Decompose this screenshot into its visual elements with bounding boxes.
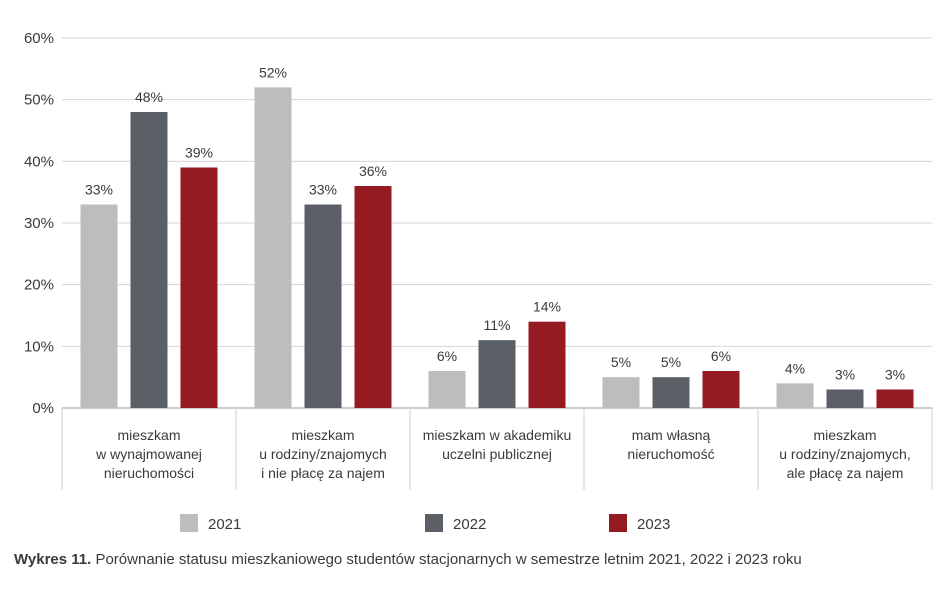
data-label: 36% — [359, 163, 387, 179]
data-label: 33% — [309, 182, 337, 198]
caption-text: Porównanie statusu mieszkaniowego studen… — [91, 551, 802, 568]
data-label: 33% — [85, 182, 113, 198]
data-label: 3% — [835, 367, 855, 383]
category-label-line: mieszkam — [117, 427, 180, 443]
data-label: 52% — [259, 64, 287, 80]
bar — [428, 371, 466, 408]
bar — [478, 340, 516, 408]
legend-label: 2023 — [637, 516, 670, 533]
category-label-line: nieruchomości — [104, 465, 194, 481]
data-label: 3% — [885, 367, 905, 383]
y-tick-label: 40% — [24, 153, 54, 170]
y-tick-label: 20% — [24, 277, 54, 294]
data-label: 6% — [437, 348, 457, 364]
category-label-line: mieszkam w akademiku — [423, 427, 572, 443]
legend-swatch — [609, 514, 627, 532]
category-label-line: ale płacę za najem — [787, 465, 904, 481]
legend-swatch — [180, 514, 198, 532]
y-tick-label: 50% — [24, 92, 54, 109]
data-label: 5% — [611, 354, 631, 370]
bar-chart: 0% 10% 20% 30% 40% 50% 60% 33% 48% 39% mieszkam w w… — [24, 30, 933, 533]
legend-label: 2022 — [453, 516, 486, 533]
y-tick-label: 10% — [24, 338, 54, 355]
category-label-line: nieruchomość — [627, 446, 714, 462]
bar — [80, 204, 118, 408]
data-label: 14% — [533, 299, 561, 315]
bar — [254, 87, 292, 408]
bar — [130, 112, 168, 408]
category-label: mieszkam w wynajmowanej nieruchomości — [95, 427, 202, 481]
category-label-line: i nie płacę za najem — [261, 465, 385, 481]
y-tick-label: 30% — [24, 215, 54, 232]
category-label-line: mieszkam — [813, 427, 876, 443]
data-label: 39% — [185, 145, 213, 161]
bar — [304, 204, 342, 408]
y-tick-label: 60% — [24, 30, 54, 47]
category-label-line: w wynajmowanej — [95, 446, 202, 462]
bar — [528, 321, 566, 408]
bar — [776, 383, 814, 408]
data-label: 6% — [711, 348, 731, 364]
category-label: mieszkam w akademiku uczelni publicznej — [423, 427, 572, 462]
category-label-line: mam własną — [632, 427, 711, 443]
legend-label: 2021 — [208, 516, 241, 533]
legend-swatch — [425, 514, 443, 532]
bar — [602, 377, 640, 408]
category-label-line: mieszkam — [291, 427, 354, 443]
data-label: 48% — [135, 89, 163, 105]
bar — [354, 186, 392, 408]
category-label-line: uczelni publicznej — [442, 446, 552, 462]
data-label: 11% — [484, 317, 511, 333]
data-label: 4% — [785, 360, 805, 376]
data-label: 5% — [661, 354, 681, 370]
bar — [180, 167, 218, 408]
bar — [702, 371, 740, 408]
category-label-line: u rodziny/znajomych — [259, 446, 387, 462]
bar — [826, 389, 864, 408]
caption-label: Wykres 11. — [14, 551, 92, 568]
bar — [876, 389, 914, 408]
y-tick-label: 0% — [32, 400, 54, 417]
bar — [652, 377, 690, 408]
figure-caption: Wykres 11. Porównanie statusu mieszkanio… — [14, 551, 802, 568]
category-label-line: u rodziny/znajomych, — [779, 446, 911, 462]
category-label: mieszkam u rodziny/znajomych i nie płacę z… — [259, 427, 387, 481]
category-label: mam własną nieruchomość — [627, 427, 714, 462]
category-label: mieszkam u rodziny/znajomych, ale płacę za… — [779, 427, 911, 481]
